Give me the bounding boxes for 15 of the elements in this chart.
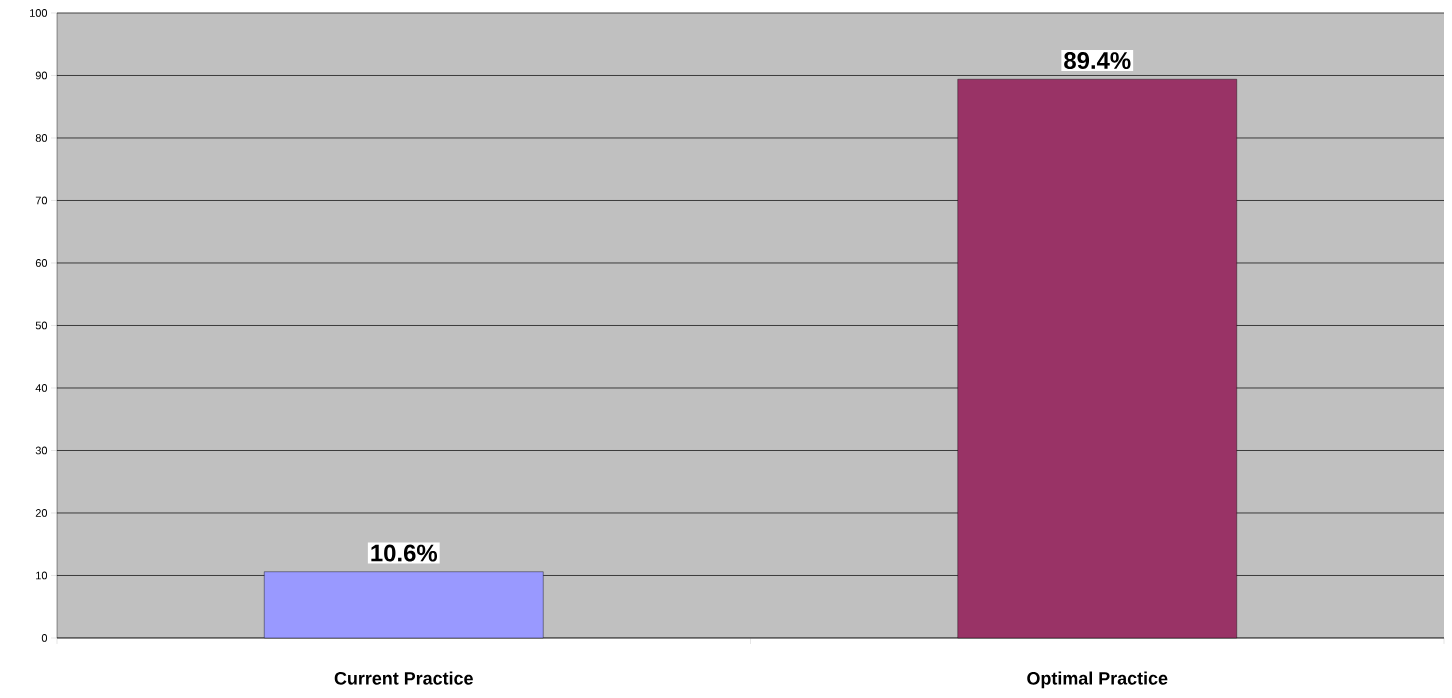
y-tick-label: 70 (35, 196, 48, 205)
x-tick-label: Current Practice (334, 671, 473, 685)
y-tick-label: 30 (35, 446, 48, 455)
y-tick-label: 40 (35, 384, 48, 392)
y-tick-label: 50 (35, 321, 48, 330)
y-tick-label: 10 (36, 571, 48, 580)
data-label: 89.4% (1064, 52, 1131, 70)
x-tick-label: Optimal Practice (1027, 671, 1168, 689)
y-tick-label: 100 (30, 9, 48, 17)
y-tick-label: 90 (35, 71, 48, 80)
y-tick-label: 20 (35, 509, 48, 517)
data-label: 10.6% (371, 544, 438, 562)
y-tick-label: 60 (35, 259, 48, 267)
y-tick-label: 0 (41, 634, 48, 642)
y-tick-label: 80 (35, 134, 48, 142)
